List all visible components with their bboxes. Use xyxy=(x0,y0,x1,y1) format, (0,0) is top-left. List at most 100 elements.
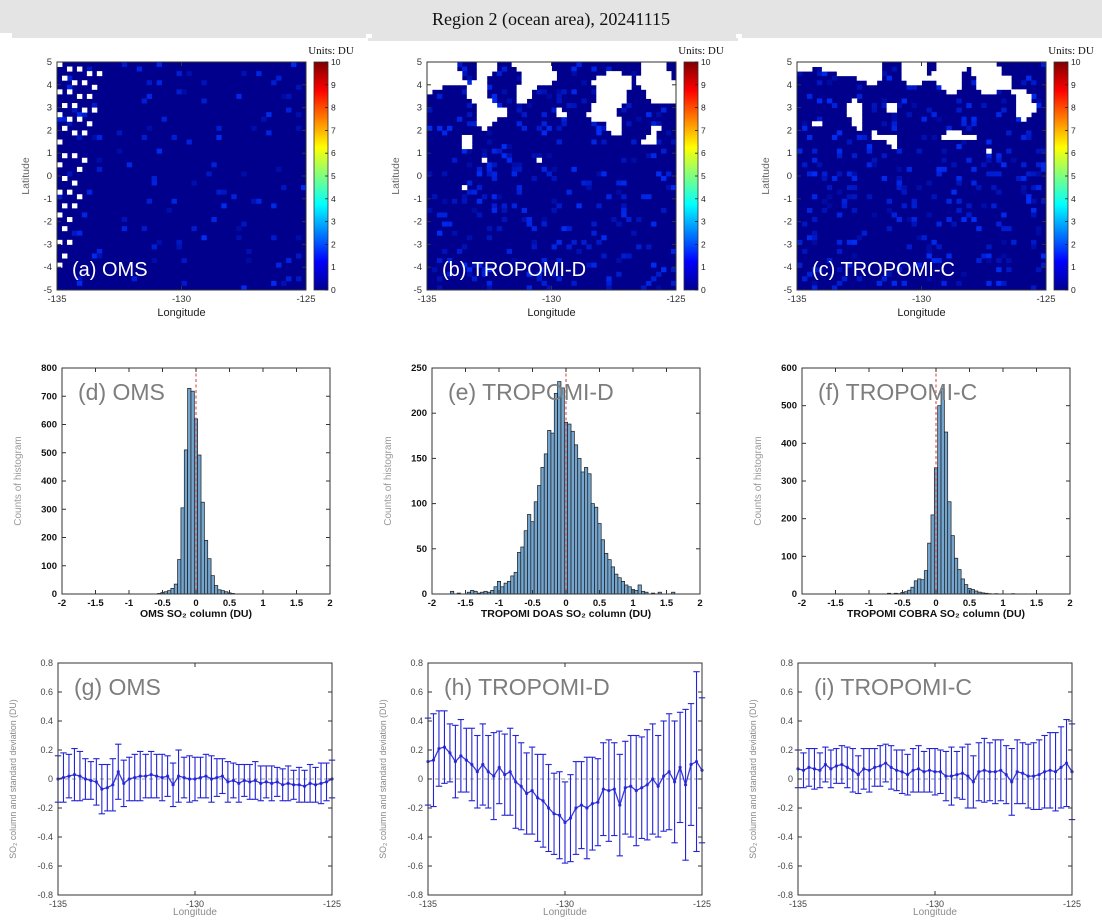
svg-text:2: 2 xyxy=(1067,598,1072,609)
svg-text:-1: -1 xyxy=(44,194,52,205)
errorbar-chart-i: -135 -130 -125 -0.8 -0.6 -0.4 -0.2 0 0.2 0.4 0.6 0.… xyxy=(748,658,1081,918)
svg-text:-1: -1 xyxy=(865,598,874,609)
svg-text:(b) TROPOMI-D: (b) TROPOMI-D xyxy=(442,259,586,281)
svg-text:6: 6 xyxy=(701,148,706,158)
svg-text:1: 1 xyxy=(787,148,792,159)
panel-d-oms-histogram: -2 -1.5 -1 -0.5 0 0.5 1 1.5 2 0 100 200 300 400 500 600… xyxy=(0,355,367,650)
svg-text:-135: -135 xyxy=(49,899,67,909)
svg-text:-130: -130 xyxy=(926,899,944,909)
svg-text:10: 10 xyxy=(701,57,711,67)
svg-text:0: 0 xyxy=(933,598,938,609)
axis-labels: Longitude SO₂ column and standard deviati… xyxy=(378,699,587,918)
svg-text:0: 0 xyxy=(563,598,568,609)
axes: -135 -130 -125 5 4 3 2 1 0 -1 -2 -3 -4 -5 xyxy=(414,57,686,305)
svg-text:-5: -5 xyxy=(784,285,792,296)
errorbars xyxy=(794,719,1076,821)
axis-labels: TROPOMI COBRA SO₂ column (DU) Counts of h… xyxy=(753,436,1025,620)
svg-text:-130: -130 xyxy=(542,294,561,305)
panel-label: (c) TROPOMI-C xyxy=(812,259,955,281)
svg-text:(e) TROPOMI-D: (e) TROPOMI-D xyxy=(448,379,614,405)
panel-c-tropomi-c-map: -135 -130 -125 5 4 3 2 1 0 -1 -2 -3 -4 -5 Longitude Lat… xyxy=(740,40,1102,355)
svg-text:(f) TROPOMI-C: (f) TROPOMI-C xyxy=(818,379,977,405)
svg-text:Units: DU: Units: DU xyxy=(1048,45,1094,57)
svg-text:-125: -125 xyxy=(296,294,315,305)
svg-text:-2: -2 xyxy=(58,598,66,609)
svg-text:10: 10 xyxy=(331,57,341,67)
svg-text:1: 1 xyxy=(260,598,266,609)
panel-label: (f) TROPOMI-C xyxy=(818,379,977,405)
svg-text:SO₂ column and standard deviat: SO₂ column and standard deviation (DU) xyxy=(378,699,388,858)
svg-text:0: 0 xyxy=(48,774,53,784)
svg-text:-0.5: -0.5 xyxy=(894,598,911,609)
svg-text:-2: -2 xyxy=(798,598,806,609)
svg-text:0: 0 xyxy=(422,589,427,600)
panel-a-oms-map: -135 -130 -125 5 4 3 2 1 0 -1 -2 -3 -4 -5 Longitude Lat… xyxy=(0,40,367,355)
svg-text:0.6: 0.6 xyxy=(40,687,53,697)
panel-g-oms-errorbar: -135 -130 -125 -0.8 -0.6 -0.4 -0.2 0 0.2 0.4 0.6 0.… xyxy=(0,650,367,921)
svg-text:9: 9 xyxy=(701,80,706,90)
svg-text:0: 0 xyxy=(787,171,792,182)
svg-text:Longitude: Longitude xyxy=(527,307,575,319)
svg-text:-2: -2 xyxy=(428,598,436,609)
svg-text:7: 7 xyxy=(1071,125,1076,135)
svg-text:-3: -3 xyxy=(784,239,792,250)
svg-text:-0.4: -0.4 xyxy=(407,832,423,842)
axes: -2 -1.5 -1 -0.5 0 0.5 1 1.5 2 0 100 200 300 400 500 600 xyxy=(781,363,1073,609)
svg-text:0: 0 xyxy=(701,285,706,295)
svg-text:0: 0 xyxy=(331,285,336,295)
svg-text:6: 6 xyxy=(1071,148,1076,158)
svg-text:-1: -1 xyxy=(784,194,792,205)
svg-text:-135: -135 xyxy=(419,899,437,909)
svg-text:4: 4 xyxy=(701,194,706,204)
svg-text:Counts of histogram: Counts of histogram xyxy=(13,436,24,526)
svg-text:-3: -3 xyxy=(414,239,422,250)
svg-text:700: 700 xyxy=(41,391,57,402)
svg-text:300: 300 xyxy=(781,476,797,487)
map-cells xyxy=(57,62,307,291)
panel-f-tropomi-c-histogram: -2 -1.5 -1 -0.5 0 0.5 1 1.5 2 0 100 200 300 400 500 600… xyxy=(740,355,1102,650)
svg-text:0.4: 0.4 xyxy=(780,716,793,726)
svg-text:(g) OMS: (g) OMS xyxy=(74,674,161,700)
histogram-chart-f: -2 -1.5 -1 -0.5 0 0.5 1 1.5 2 0 100 200 300 400 500 600… xyxy=(753,363,1073,620)
svg-text:OMS SO₂ column (DU): OMS SO₂ column (DU) xyxy=(140,608,252,620)
panel-label: (g) OMS xyxy=(74,674,161,700)
svg-text:0.4: 0.4 xyxy=(410,716,423,726)
svg-text:200: 200 xyxy=(781,514,797,525)
svg-text:0.2: 0.2 xyxy=(410,745,423,755)
axes: -2 -1.5 -1 -0.5 0 0.5 1 1.5 2 0 100 200 300 400 500 600… xyxy=(41,363,333,609)
svg-text:8: 8 xyxy=(1071,103,1076,113)
map-cells xyxy=(797,62,1047,291)
svg-text:0: 0 xyxy=(418,774,423,784)
svg-text:0.8: 0.8 xyxy=(780,658,793,668)
svg-text:3: 3 xyxy=(331,217,336,227)
svg-text:2: 2 xyxy=(417,125,422,136)
errorbars xyxy=(424,671,706,864)
header-notch xyxy=(0,33,12,38)
svg-text:Latitude: Latitude xyxy=(390,157,402,195)
svg-text:-0.4: -0.4 xyxy=(37,832,53,842)
svg-text:-125: -125 xyxy=(323,899,341,909)
svg-text:-1.5: -1.5 xyxy=(457,598,474,609)
svg-text:-4: -4 xyxy=(414,262,422,273)
svg-text:1: 1 xyxy=(1071,262,1076,272)
svg-text:0.8: 0.8 xyxy=(40,658,53,668)
svg-text:150: 150 xyxy=(411,453,427,464)
svg-text:0: 0 xyxy=(788,774,793,784)
histogram-chart-e: -2 -1.5 -1 -0.5 0 0.5 1 1.5 2 0 50 100 150 200 250 TROP… xyxy=(383,363,703,620)
svg-text:-0.6: -0.6 xyxy=(37,861,53,871)
axes: -135 -130 -125 -0.8 -0.6 -0.4 -0.2 0 0.2 0.4 0.6 0.… xyxy=(407,658,711,909)
panel-e-tropomi-d-histogram: -2 -1.5 -1 -0.5 0 0.5 1 1.5 2 0 50 100 150 200 250 TROP… xyxy=(370,355,737,650)
title-bar xyxy=(0,0,1102,38)
svg-text:-0.2: -0.2 xyxy=(407,803,423,813)
svg-text:-0.5: -0.5 xyxy=(524,598,541,609)
svg-text:1.5: 1.5 xyxy=(660,598,674,609)
svg-text:3: 3 xyxy=(701,217,706,227)
svg-text:0.5: 0.5 xyxy=(963,598,977,609)
svg-text:Longitude: Longitude xyxy=(897,307,945,319)
svg-text:5: 5 xyxy=(701,171,706,181)
svg-text:TROPOMI COBRA SO₂ column (DU): TROPOMI COBRA SO₂ column (DU) xyxy=(847,608,1025,620)
svg-text:1: 1 xyxy=(47,148,52,159)
svg-text:100: 100 xyxy=(41,561,57,572)
